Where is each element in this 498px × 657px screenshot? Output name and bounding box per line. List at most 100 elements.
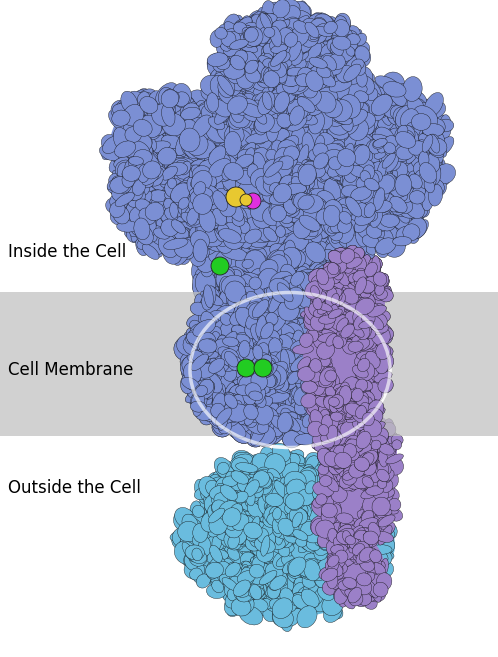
Ellipse shape xyxy=(318,317,332,338)
Ellipse shape xyxy=(266,526,277,542)
Ellipse shape xyxy=(323,181,342,200)
Ellipse shape xyxy=(334,556,348,570)
Ellipse shape xyxy=(341,558,357,574)
Ellipse shape xyxy=(331,265,343,279)
Ellipse shape xyxy=(407,188,432,206)
Ellipse shape xyxy=(151,184,169,204)
Ellipse shape xyxy=(321,568,338,581)
Ellipse shape xyxy=(215,335,227,356)
Ellipse shape xyxy=(297,357,311,370)
Ellipse shape xyxy=(305,206,322,221)
Ellipse shape xyxy=(226,191,250,208)
Ellipse shape xyxy=(344,245,358,260)
Ellipse shape xyxy=(205,404,225,426)
Ellipse shape xyxy=(180,104,200,125)
Ellipse shape xyxy=(267,311,285,324)
Ellipse shape xyxy=(345,323,354,333)
Ellipse shape xyxy=(306,393,318,406)
Ellipse shape xyxy=(266,311,286,335)
Ellipse shape xyxy=(331,100,353,122)
Ellipse shape xyxy=(366,128,392,149)
Ellipse shape xyxy=(193,319,216,336)
Ellipse shape xyxy=(206,480,222,497)
Ellipse shape xyxy=(213,524,228,540)
Ellipse shape xyxy=(298,297,315,313)
Ellipse shape xyxy=(317,306,331,319)
Ellipse shape xyxy=(192,548,202,561)
Ellipse shape xyxy=(296,154,320,173)
Ellipse shape xyxy=(397,145,412,156)
Ellipse shape xyxy=(152,141,180,158)
Ellipse shape xyxy=(283,239,301,262)
Ellipse shape xyxy=(257,499,272,513)
Ellipse shape xyxy=(294,398,309,419)
Ellipse shape xyxy=(221,349,239,367)
Ellipse shape xyxy=(281,482,300,499)
Ellipse shape xyxy=(168,217,180,233)
Ellipse shape xyxy=(341,261,361,276)
Ellipse shape xyxy=(196,153,219,177)
Ellipse shape xyxy=(381,467,391,477)
Ellipse shape xyxy=(125,121,146,145)
Ellipse shape xyxy=(343,383,362,398)
Ellipse shape xyxy=(367,468,379,482)
Ellipse shape xyxy=(318,571,336,589)
Ellipse shape xyxy=(386,150,404,170)
Ellipse shape xyxy=(307,539,331,558)
Ellipse shape xyxy=(303,487,326,499)
Ellipse shape xyxy=(348,440,359,453)
Ellipse shape xyxy=(298,77,321,93)
Ellipse shape xyxy=(209,158,231,177)
Ellipse shape xyxy=(292,48,310,70)
Ellipse shape xyxy=(214,355,233,364)
Ellipse shape xyxy=(242,205,259,221)
Ellipse shape xyxy=(257,579,272,599)
Ellipse shape xyxy=(369,200,392,221)
Ellipse shape xyxy=(362,283,374,294)
Ellipse shape xyxy=(381,152,401,171)
Ellipse shape xyxy=(390,162,408,180)
Ellipse shape xyxy=(320,463,330,474)
Ellipse shape xyxy=(230,182,252,206)
Ellipse shape xyxy=(271,55,288,70)
Ellipse shape xyxy=(213,384,226,404)
Ellipse shape xyxy=(220,288,235,304)
Ellipse shape xyxy=(192,166,211,183)
Ellipse shape xyxy=(174,160,190,179)
Ellipse shape xyxy=(204,357,223,373)
Ellipse shape xyxy=(292,156,310,170)
Ellipse shape xyxy=(372,526,382,541)
Ellipse shape xyxy=(334,470,348,480)
Ellipse shape xyxy=(257,313,275,329)
Ellipse shape xyxy=(327,83,343,103)
Ellipse shape xyxy=(288,205,311,224)
Ellipse shape xyxy=(324,538,345,560)
Ellipse shape xyxy=(277,413,292,433)
Ellipse shape xyxy=(337,283,353,301)
Ellipse shape xyxy=(133,120,152,136)
Ellipse shape xyxy=(267,194,290,209)
Ellipse shape xyxy=(314,307,335,332)
Ellipse shape xyxy=(333,53,347,68)
Ellipse shape xyxy=(304,345,321,363)
Ellipse shape xyxy=(344,64,361,81)
Ellipse shape xyxy=(190,179,208,198)
Ellipse shape xyxy=(228,396,239,407)
Ellipse shape xyxy=(377,273,389,288)
Ellipse shape xyxy=(266,553,278,571)
Ellipse shape xyxy=(132,145,148,168)
Ellipse shape xyxy=(190,346,209,367)
Ellipse shape xyxy=(203,300,218,315)
Ellipse shape xyxy=(216,193,232,208)
Ellipse shape xyxy=(376,343,390,359)
Ellipse shape xyxy=(359,171,378,192)
Ellipse shape xyxy=(221,170,240,189)
Ellipse shape xyxy=(222,376,241,392)
Ellipse shape xyxy=(353,387,364,397)
Ellipse shape xyxy=(296,341,317,357)
Ellipse shape xyxy=(350,454,368,471)
Ellipse shape xyxy=(223,382,236,404)
Ellipse shape xyxy=(266,315,286,334)
Ellipse shape xyxy=(285,183,306,194)
Ellipse shape xyxy=(261,407,279,425)
